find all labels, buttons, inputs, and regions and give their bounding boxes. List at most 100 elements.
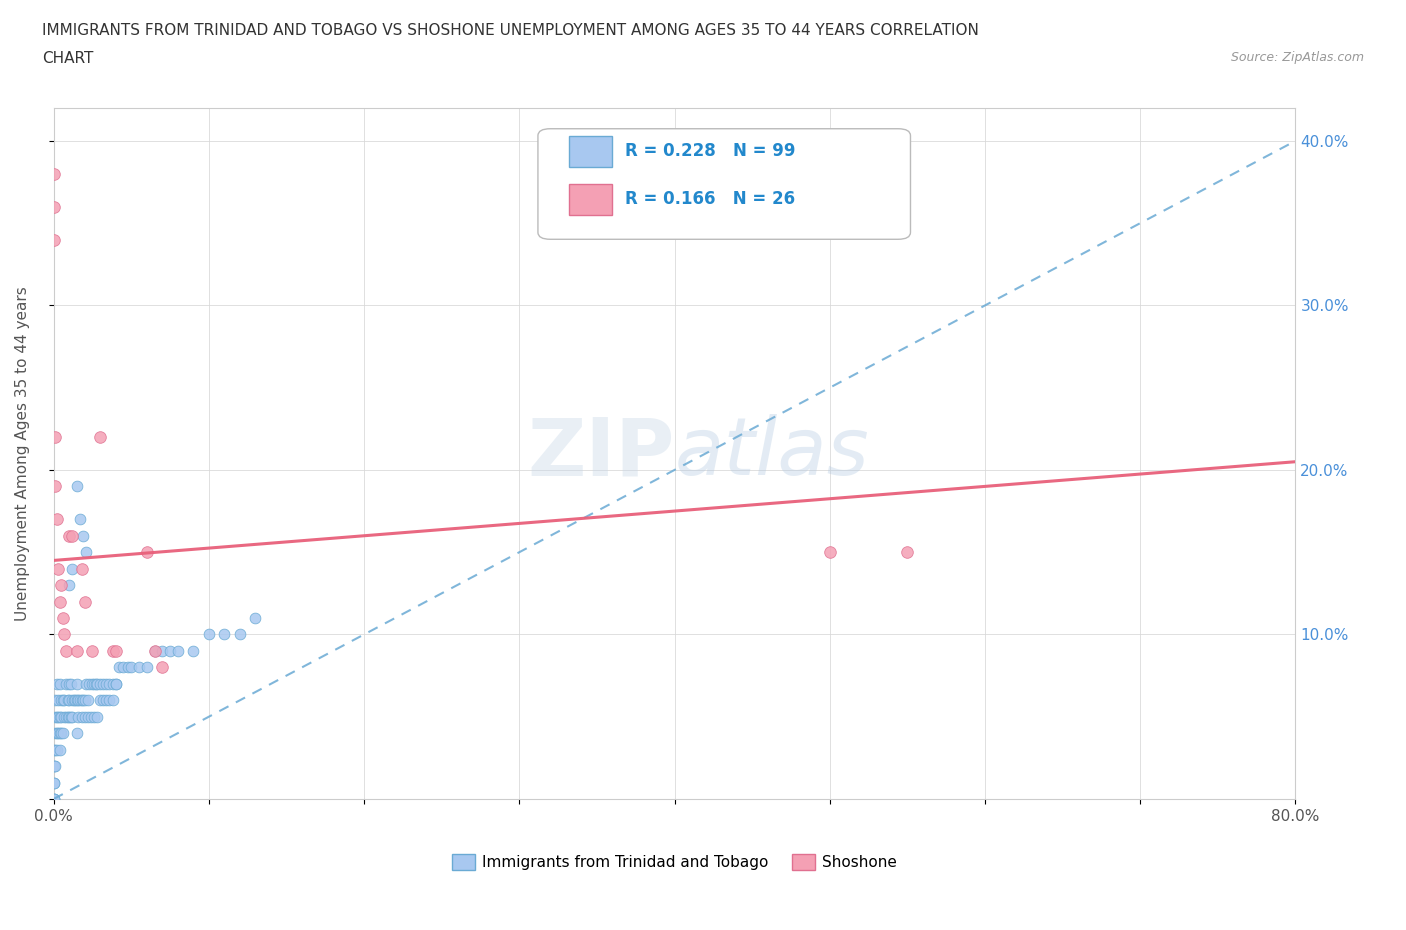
Point bbox=[101, 676, 124, 691]
Point bbox=[67, 693, 90, 708]
Point bbox=[66, 479, 89, 494]
Point bbox=[98, 676, 121, 691]
FancyBboxPatch shape bbox=[538, 128, 911, 239]
Point bbox=[72, 528, 94, 543]
Point bbox=[58, 693, 80, 708]
Point bbox=[82, 644, 104, 658]
Point bbox=[51, 725, 73, 740]
Point bbox=[214, 627, 236, 642]
Point bbox=[49, 594, 72, 609]
Point bbox=[91, 676, 114, 691]
Point bbox=[42, 775, 65, 790]
Point bbox=[96, 693, 118, 708]
Point bbox=[91, 693, 114, 708]
Point bbox=[42, 759, 65, 774]
Point bbox=[143, 644, 166, 658]
Point bbox=[44, 479, 66, 494]
Point bbox=[75, 676, 97, 691]
Point bbox=[42, 232, 65, 247]
Point bbox=[42, 742, 65, 757]
Point bbox=[45, 710, 67, 724]
Point bbox=[45, 742, 67, 757]
Point bbox=[104, 676, 127, 691]
Point bbox=[44, 430, 66, 445]
Point bbox=[70, 693, 93, 708]
Text: CHART: CHART bbox=[42, 51, 94, 66]
Point bbox=[181, 644, 204, 658]
Point bbox=[44, 725, 66, 740]
Text: atlas: atlas bbox=[675, 415, 869, 493]
Point bbox=[89, 693, 111, 708]
Point bbox=[67, 710, 90, 724]
Point bbox=[49, 742, 72, 757]
Point bbox=[45, 725, 67, 740]
Point bbox=[198, 627, 221, 642]
Point bbox=[818, 545, 841, 560]
Point bbox=[46, 710, 69, 724]
Point bbox=[84, 676, 107, 691]
Point bbox=[49, 725, 72, 740]
Point bbox=[159, 644, 181, 658]
Point bbox=[150, 660, 173, 675]
Y-axis label: Unemployment Among Ages 35 to 44 years: Unemployment Among Ages 35 to 44 years bbox=[15, 286, 30, 621]
Point bbox=[60, 710, 83, 724]
Point bbox=[70, 710, 93, 724]
Point bbox=[42, 199, 65, 214]
Text: Source: ZipAtlas.com: Source: ZipAtlas.com bbox=[1230, 51, 1364, 64]
Point bbox=[83, 676, 105, 691]
Point bbox=[60, 528, 83, 543]
Point bbox=[42, 791, 65, 806]
Point bbox=[86, 676, 108, 691]
Point bbox=[229, 627, 252, 642]
Point bbox=[62, 693, 84, 708]
Text: IMMIGRANTS FROM TRINIDAD AND TOBAGO VS SHOSHONE UNEMPLOYMENT AMONG AGES 35 TO 44: IMMIGRANTS FROM TRINIDAD AND TOBAGO VS S… bbox=[42, 23, 979, 38]
Point bbox=[135, 660, 157, 675]
Point bbox=[104, 676, 127, 691]
Point bbox=[83, 710, 105, 724]
Legend: Immigrants from Trinidad and Tobago, Shoshone: Immigrants from Trinidad and Tobago, Sho… bbox=[446, 848, 903, 876]
Point bbox=[59, 676, 82, 691]
Point bbox=[73, 710, 96, 724]
Point bbox=[44, 742, 66, 757]
Point bbox=[52, 725, 75, 740]
Point bbox=[42, 759, 65, 774]
Point bbox=[128, 660, 150, 675]
Point bbox=[108, 660, 131, 675]
Point bbox=[52, 693, 75, 708]
Text: R = 0.166   N = 26: R = 0.166 N = 26 bbox=[624, 191, 794, 208]
Point bbox=[46, 725, 69, 740]
Point bbox=[66, 644, 89, 658]
Point bbox=[117, 660, 139, 675]
Point bbox=[56, 693, 79, 708]
Point bbox=[112, 660, 135, 675]
Point bbox=[49, 710, 72, 724]
Point bbox=[120, 660, 142, 675]
Point bbox=[245, 611, 267, 626]
Point bbox=[52, 611, 75, 626]
Point bbox=[72, 693, 94, 708]
Point bbox=[46, 561, 69, 576]
Point bbox=[53, 627, 76, 642]
Point bbox=[55, 710, 77, 724]
Point bbox=[65, 693, 87, 708]
Point bbox=[42, 791, 65, 806]
Point bbox=[96, 676, 118, 691]
Point bbox=[59, 710, 82, 724]
Point bbox=[66, 676, 89, 691]
Point bbox=[42, 775, 65, 790]
Point bbox=[76, 710, 98, 724]
Point bbox=[42, 791, 65, 806]
Point bbox=[76, 693, 98, 708]
Point bbox=[82, 676, 104, 691]
Point bbox=[58, 578, 80, 592]
Point bbox=[104, 644, 127, 658]
Point bbox=[55, 644, 77, 658]
Point bbox=[44, 693, 66, 708]
Point bbox=[60, 561, 83, 576]
Point bbox=[69, 693, 91, 708]
Point bbox=[166, 644, 188, 658]
Point bbox=[55, 676, 77, 691]
Point bbox=[53, 710, 76, 724]
Point bbox=[53, 693, 76, 708]
Point bbox=[135, 545, 157, 560]
